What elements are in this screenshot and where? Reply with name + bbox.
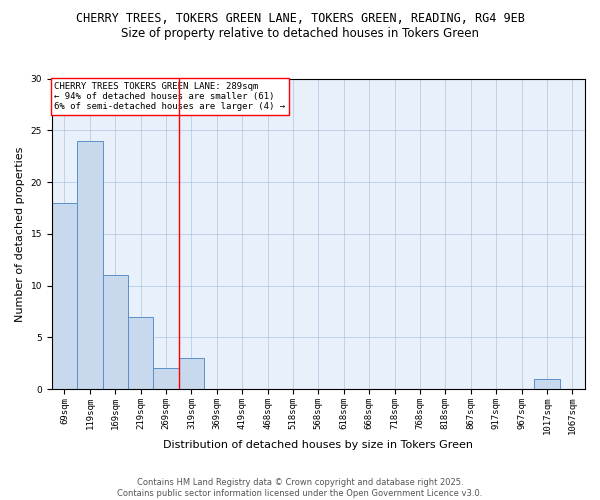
Bar: [154, 368, 179, 389]
Bar: [77, 140, 103, 389]
Bar: [128, 316, 154, 389]
Text: CHERRY TREES TOKERS GREEN LANE: 289sqm
← 94% of detached houses are smaller (61): CHERRY TREES TOKERS GREEN LANE: 289sqm ←…: [55, 82, 286, 112]
Bar: [179, 358, 204, 389]
Bar: [52, 203, 77, 389]
X-axis label: Distribution of detached houses by size in Tokers Green: Distribution of detached houses by size …: [163, 440, 473, 450]
Y-axis label: Number of detached properties: Number of detached properties: [15, 146, 25, 322]
Bar: [534, 379, 560, 389]
Text: Contains HM Land Registry data © Crown copyright and database right 2025.
Contai: Contains HM Land Registry data © Crown c…: [118, 478, 482, 498]
Text: Size of property relative to detached houses in Tokers Green: Size of property relative to detached ho…: [121, 28, 479, 40]
Bar: [103, 276, 128, 389]
Text: CHERRY TREES, TOKERS GREEN LANE, TOKERS GREEN, READING, RG4 9EB: CHERRY TREES, TOKERS GREEN LANE, TOKERS …: [76, 12, 524, 26]
